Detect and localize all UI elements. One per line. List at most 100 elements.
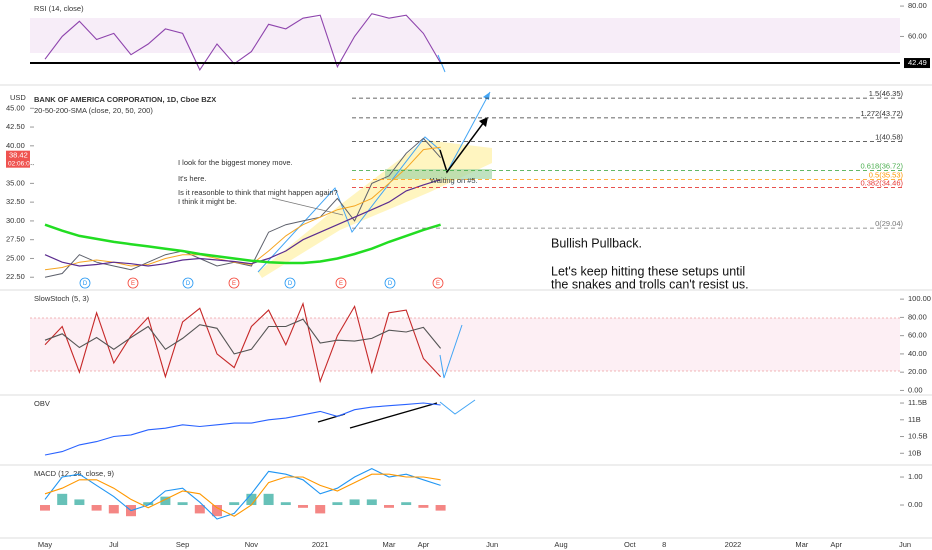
series-line: [44, 473, 441, 517]
x-tick-label: Mar: [383, 540, 396, 549]
panel-title: BANK OF AMERICA CORPORATION, 1D, Cboe BZ…: [34, 95, 216, 104]
annotation: Let's keep hitting these setups until: [551, 264, 745, 278]
histogram-bar: [263, 493, 274, 506]
event-label: E: [436, 281, 440, 287]
x-tick-label: Aug: [554, 540, 567, 549]
histogram-bar: [418, 505, 429, 508]
annotation: Bullish Pullback.: [551, 236, 642, 250]
projection: [439, 399, 476, 415]
fib-label: 0.618(36.72): [860, 161, 903, 170]
y-tick-label: 42.50: [6, 122, 25, 131]
projection: [439, 117, 488, 174]
y-tick-label: 0.00: [908, 500, 923, 509]
series-line: [44, 223, 441, 265]
target-zone: [385, 169, 492, 179]
event-label: D: [186, 281, 191, 287]
arrow-head: [479, 117, 488, 127]
currency: USD: [10, 93, 26, 102]
histogram-bar: [160, 496, 171, 506]
event-label: D: [288, 281, 293, 287]
fib-label: 1.5(46.35): [869, 89, 904, 98]
projection: [446, 91, 491, 173]
event-marker: [432, 277, 444, 289]
fib-label: 1.272(43.72): [860, 109, 903, 118]
histogram-bar: [298, 505, 308, 508]
histogram-bar: [57, 493, 68, 506]
series-line: [44, 137, 441, 278]
histogram-bar: [384, 505, 394, 508]
histogram-bar: [401, 502, 412, 506]
event-marker: [228, 277, 240, 289]
histogram-bar: [91, 505, 102, 511]
histogram-bar: [349, 499, 360, 506]
event-marker: [182, 277, 194, 289]
x-tick-label: Mar: [795, 540, 808, 549]
y-tick-label: 30.00: [6, 216, 25, 225]
x-tick-label: 2021: [312, 540, 329, 549]
y-tick-label: 10.5B: [908, 432, 928, 441]
series-line: [44, 13, 442, 72]
fib-label: 0(29.04): [875, 219, 903, 228]
y-tick-label: 22.50: [6, 272, 25, 281]
subtitle: 20-50-200-SMA (close, 20, 50, 200): [34, 106, 153, 115]
panel-title: MACD (12, 26, close, 9): [34, 469, 115, 478]
x-tick-label: Jul: [109, 540, 119, 549]
series-line: [44, 179, 441, 267]
y-tick-label: 80.00: [908, 1, 927, 10]
histogram-bar: [143, 502, 154, 506]
panel-title: SlowStoch (5, 3): [34, 294, 90, 303]
event-marker: [335, 277, 347, 289]
series-line: [44, 318, 442, 355]
panel-title: RSI (14, close): [34, 4, 84, 13]
rsi-band: [30, 18, 900, 53]
y-tick-label: 25.00: [6, 253, 25, 262]
price-box: [6, 150, 30, 168]
x-tick-label: Jun: [899, 540, 911, 549]
y-tick-label: 45.00: [6, 103, 25, 112]
series-line: [44, 402, 441, 456]
event-marker: [79, 277, 91, 289]
annotation: Waiting on #5.: [430, 176, 478, 185]
x-tick-label: Jun: [486, 540, 498, 549]
stoch-band: [30, 318, 900, 371]
annotation: I think it might be.: [178, 197, 237, 206]
y-tick-label: 11B: [908, 415, 921, 424]
histogram-bar: [366, 499, 377, 506]
trendline: [349, 402, 438, 429]
x-tick-label: Apr: [830, 540, 842, 549]
x-tick-label: Oct: [624, 540, 637, 549]
histogram-bar: [315, 505, 326, 514]
event-label: E: [232, 281, 236, 287]
histogram-bar: [280, 502, 291, 506]
value-label: 42.49: [908, 58, 927, 67]
y-tick-label: 32.50: [6, 197, 25, 206]
y-tick-label: 100.00: [908, 294, 931, 303]
event-label: E: [131, 281, 135, 287]
projection: [439, 324, 463, 379]
annotation: the snakes and trolls can't resist us.: [551, 277, 749, 291]
x-tick-label: Nov: [245, 540, 259, 549]
y-tick-label: 35.00: [6, 178, 25, 187]
countdown: 02:06:03: [8, 160, 34, 167]
histogram-bar: [177, 502, 188, 506]
y-tick-label: 60.00: [908, 331, 927, 340]
event-label: D: [388, 281, 393, 287]
annotation: Is it reasonble to think that might happ…: [178, 188, 338, 197]
y-tick-label: 20.00: [908, 367, 927, 376]
x-tick-label: 8: [662, 540, 666, 549]
y-tick-label: 40.00: [908, 349, 927, 358]
x-tick-label: Apr: [418, 540, 430, 549]
fib-label: 1(40.58): [875, 132, 903, 141]
series-line: [44, 146, 441, 271]
fib-label: 0.5(35.53): [869, 170, 904, 179]
event-marker: [127, 277, 139, 289]
event-label: D: [83, 281, 88, 287]
histogram-bar: [212, 505, 222, 517]
y-tick-label: 10B: [908, 448, 921, 457]
histogram-bar: [246, 493, 257, 506]
y-tick-label: 0.00: [908, 385, 923, 394]
histogram-bar: [74, 499, 85, 506]
fib-label: 0.382(34.46): [860, 178, 903, 187]
series-line: [44, 467, 441, 520]
